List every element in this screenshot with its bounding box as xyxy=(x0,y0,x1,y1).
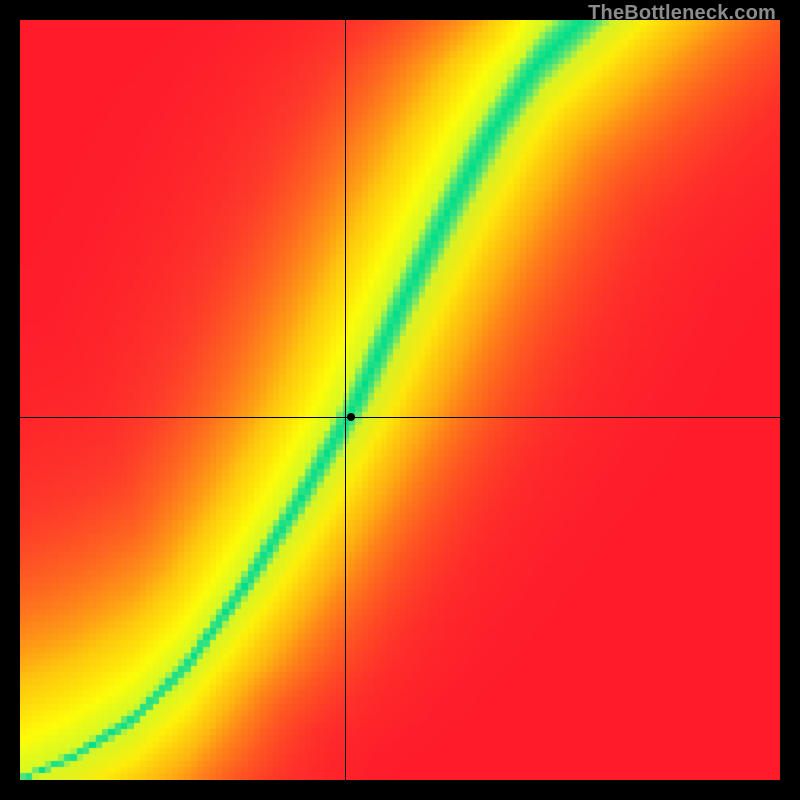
crosshair-horizontal xyxy=(20,417,780,418)
heatmap-canvas xyxy=(20,20,780,780)
plot-area xyxy=(20,20,780,780)
chart-frame: TheBottleneck.com xyxy=(0,0,800,800)
marker-dot xyxy=(347,413,355,421)
crosshair-vertical xyxy=(345,20,346,780)
